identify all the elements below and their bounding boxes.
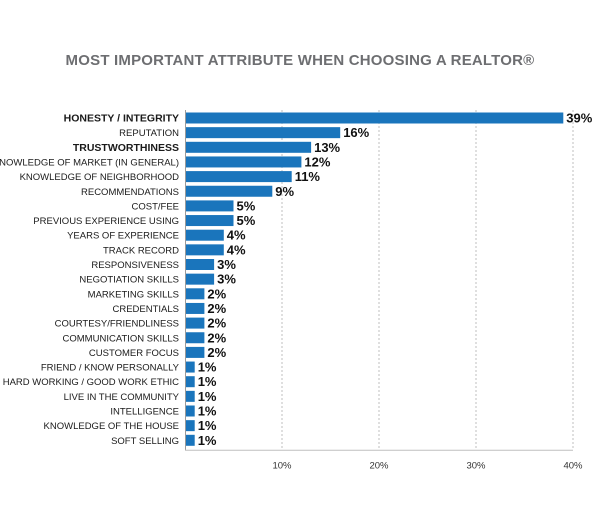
value-label: 12%: [304, 154, 330, 169]
value-label: 2%: [207, 286, 226, 301]
value-label: 1%: [198, 360, 217, 375]
value-label: 4%: [227, 242, 246, 257]
value-label: 5%: [237, 198, 256, 213]
category-label: RESPONSIVENESS: [91, 260, 179, 271]
value-label: 2%: [207, 330, 226, 345]
category-label: TRACK RECORD: [103, 245, 179, 256]
value-label: 39%: [566, 111, 592, 126]
category-label: NEGOTIATION SKILLS: [79, 275, 179, 286]
x-tick-label: 30%: [466, 460, 486, 471]
bar[interactable]: [186, 273, 215, 285]
category-label: TRUSTWORTHINESS: [73, 142, 179, 154]
category-label: CREDENTIALS: [112, 304, 179, 315]
value-label: 2%: [207, 316, 226, 331]
category-label: KNOWLEDGE OF MARKET (IN GENERAL): [0, 157, 179, 168]
value-label: 11%: [295, 169, 321, 184]
category-label: COURTESY/FRIENDLINESS: [55, 319, 179, 330]
category-label: CUSTOMER FOCUS: [89, 348, 179, 359]
bar[interactable]: [186, 171, 292, 183]
bar[interactable]: [186, 185, 273, 197]
category-label: SOFT SELLING: [111, 436, 179, 447]
category-label: COST/FEE: [131, 201, 179, 212]
category-label: RECOMMENDATIONS: [81, 187, 179, 198]
value-label: 1%: [198, 404, 217, 419]
category-label: YEARS OF EXPERIENCE: [67, 231, 179, 242]
category-label: KNOWLEDGE OF THE HOUSE: [44, 421, 179, 432]
bar[interactable]: [186, 215, 234, 227]
bar[interactable]: [186, 434, 195, 446]
bar[interactable]: [186, 127, 341, 139]
category-label: KNOWLEDGE OF NEIGHBORHOOD: [20, 172, 180, 183]
category-label: PREVIOUS EXPERIENCE USING: [33, 216, 179, 227]
category-label: MARKETING SKILLS: [88, 289, 179, 300]
value-label: 2%: [207, 301, 226, 316]
bar[interactable]: [186, 156, 302, 168]
category-label: REPUTATION: [119, 128, 179, 139]
bar[interactable]: [186, 317, 205, 329]
value-label: 1%: [198, 389, 217, 404]
category-label: INTELLIGENCE: [110, 407, 179, 418]
category-label: HONESTY / INTEGRITY: [64, 113, 179, 125]
bar[interactable]: [186, 302, 205, 314]
bar[interactable]: [186, 332, 205, 344]
category-label: COMMUNICATION SKILLS: [63, 333, 179, 344]
x-tick-label: 20%: [369, 460, 389, 471]
bar[interactable]: [186, 200, 234, 212]
category-label: LIVE IN THE COMMUNITY: [64, 392, 180, 403]
value-label: 3%: [217, 272, 236, 287]
x-tick-label: 40%: [563, 460, 583, 471]
value-label: 3%: [217, 257, 236, 272]
value-label: 2%: [207, 345, 226, 360]
bar[interactable]: [186, 141, 312, 153]
bar[interactable]: [186, 420, 195, 432]
bar[interactable]: [186, 259, 215, 270]
bar[interactable]: [186, 244, 224, 256]
category-label: HARD WORKING / GOOD WORK ETHIC: [3, 377, 179, 388]
bar[interactable]: [186, 376, 195, 388]
value-label: 4%: [227, 228, 246, 243]
value-label: 13%: [314, 140, 340, 155]
value-label: 9%: [275, 184, 294, 199]
chart-title: MOST IMPORTANT ATTRIBUTE WHEN CHOOSING A…: [65, 52, 535, 69]
value-label: 1%: [198, 374, 217, 389]
bar[interactable]: [186, 112, 564, 124]
value-label: 5%: [237, 213, 256, 228]
x-tick-label: 10%: [272, 460, 292, 471]
bar[interactable]: [186, 405, 195, 417]
bar[interactable]: [186, 229, 224, 241]
value-label: 1%: [198, 418, 217, 433]
bar[interactable]: [186, 346, 205, 358]
category-label: FRIEND / KNOW PERSONALLY: [41, 363, 180, 374]
bar[interactable]: [186, 390, 195, 402]
bar[interactable]: [186, 361, 195, 373]
value-label: 16%: [343, 125, 369, 140]
bar[interactable]: [186, 288, 205, 300]
value-label: 1%: [198, 433, 217, 448]
